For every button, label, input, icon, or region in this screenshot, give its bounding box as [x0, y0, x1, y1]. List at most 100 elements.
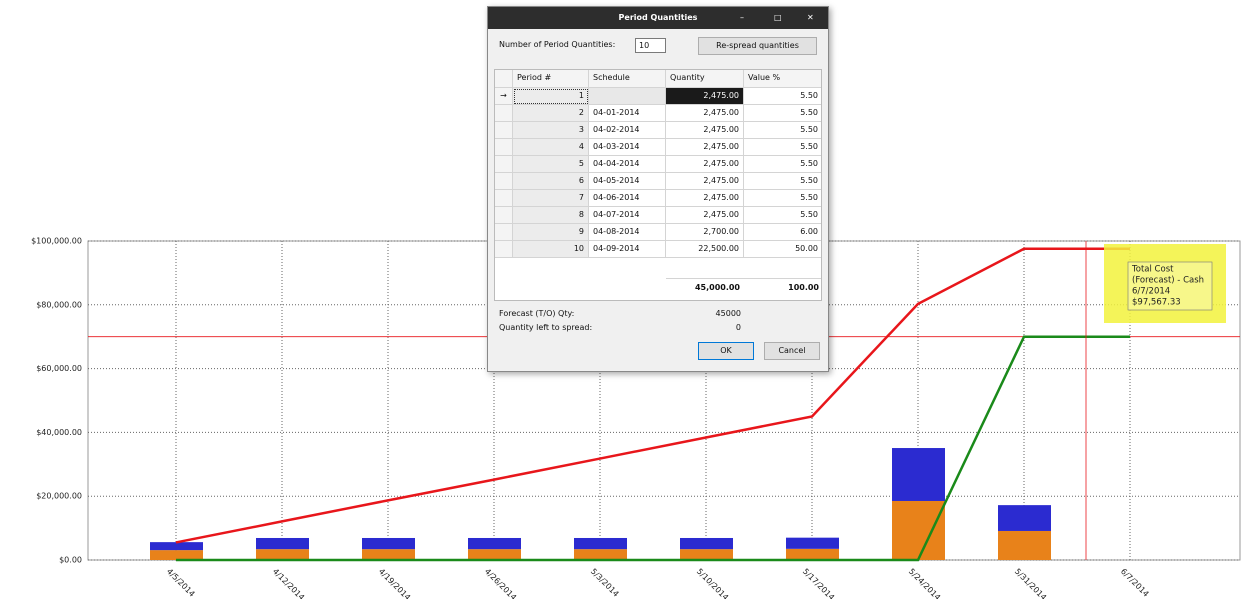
bar	[998, 530, 1051, 560]
cell: 5	[513, 156, 589, 173]
cell: 5.50	[744, 156, 821, 173]
x-tick-label: 5/31/2014	[1013, 567, 1048, 599]
cell: 7	[513, 190, 589, 207]
forecast-label: Forecast (T/O) Qty:	[499, 309, 575, 318]
row-header: →	[495, 88, 513, 105]
y-tick-label: $80,000.00	[36, 300, 82, 309]
cell: 9	[513, 224, 589, 241]
minimize[interactable]: –	[740, 7, 744, 29]
cell: 04-02-2014	[589, 122, 666, 139]
cell: 5.50	[744, 190, 821, 207]
respread-button[interactable]: Re-spread quantities	[698, 37, 817, 55]
cell: 2,475.00	[666, 139, 744, 156]
y-tick-label: $100,000.00	[31, 237, 82, 246]
column-header: Value %	[744, 70, 821, 88]
ok-button[interactable]: OK	[698, 342, 754, 360]
y-tick-label: $20,000.00	[36, 492, 82, 501]
bar	[468, 537, 521, 550]
row-header	[495, 207, 513, 224]
line	[176, 335, 1130, 562]
cell: 04-07-2014	[589, 207, 666, 224]
row-header	[495, 173, 513, 190]
tooltip-text: Total Cost	[1131, 265, 1174, 275]
cell: 2,475.00	[666, 190, 744, 207]
bar	[892, 448, 945, 501]
column-header: Period #	[513, 70, 589, 88]
bar	[680, 549, 733, 560]
cell: 3	[513, 122, 589, 139]
x-tick-label: 5/24/2014	[907, 567, 942, 599]
column-header: Schedule	[589, 70, 666, 88]
total: 100.00	[744, 278, 821, 296]
x-tick-label: 4/12/2014	[271, 567, 306, 599]
number-input[interactable]: 10	[635, 38, 666, 53]
cell: 04-01-2014	[589, 105, 666, 122]
forecast-value: 45000	[715, 309, 741, 318]
cell: 5.50	[744, 88, 821, 105]
cell: 04-06-2014	[589, 190, 666, 207]
tooltip-text: (Forecast) - Cash	[1132, 276, 1204, 286]
cell: 5.50	[744, 207, 821, 224]
y-tick-label: $40,000.00	[36, 428, 82, 437]
cell: 2,475.00	[666, 156, 744, 173]
tooltip-text: 6/7/2014	[1132, 287, 1170, 297]
x-tick-label: 4/19/2014	[377, 567, 412, 599]
bar	[892, 500, 945, 560]
y-tick-label: $60,000.00	[36, 364, 82, 373]
cell: 8	[513, 207, 589, 224]
bar	[574, 537, 627, 550]
row-header	[495, 122, 513, 139]
cell: 2,475.00	[666, 122, 744, 139]
bar	[150, 542, 203, 551]
cell: 04-08-2014	[589, 224, 666, 241]
total: 45,000.00	[666, 278, 744, 296]
grid: Period # Schedule Quantity Value % → 1 2,475.0…	[494, 69, 822, 301]
x-tick-label: 4/26/2014	[483, 567, 518, 599]
left-value: 0	[735, 323, 741, 332]
cell: 2	[513, 105, 589, 122]
tooltip	[1127, 261, 1213, 311]
cell: 4	[513, 139, 589, 156]
bar	[362, 537, 415, 550]
left-label: Quantity left to spread:	[499, 323, 593, 332]
header-corner	[495, 70, 513, 88]
bar	[680, 537, 733, 550]
bar	[256, 549, 309, 560]
cell: 5.50	[744, 122, 821, 139]
cell: 2,475.00	[666, 207, 744, 224]
cell: 5.50	[744, 173, 821, 190]
cancel-button[interactable]: Cancel	[764, 342, 820, 360]
cell: 5.50	[744, 139, 821, 156]
cell: 6	[513, 173, 589, 190]
cell: 04-03-2014	[589, 139, 666, 156]
bar	[786, 537, 839, 549]
cell: 04-09-2014	[589, 241, 666, 258]
cell: 5.50	[744, 105, 821, 122]
bar	[150, 550, 203, 560]
cell: 22,500.00	[666, 241, 744, 258]
x-tick-label: 5/17/2014	[801, 567, 836, 599]
cell	[589, 88, 666, 105]
cell: 2,475.00	[666, 88, 744, 105]
row-header	[495, 156, 513, 173]
bar	[998, 505, 1051, 531]
bar	[468, 549, 521, 560]
cell: 04-04-2014	[589, 156, 666, 173]
line	[175, 247, 1130, 544]
cell: 2,475.00	[666, 173, 744, 190]
cell: 2,700.00	[666, 224, 744, 241]
close[interactable]: ✕	[807, 7, 814, 29]
row-header	[495, 190, 513, 207]
row-header	[495, 105, 513, 122]
x-tick-label: 5/10/2014	[695, 567, 730, 599]
bar	[786, 548, 839, 560]
maximize[interactable]: □	[774, 7, 782, 29]
cell: 50.00	[744, 241, 821, 258]
bar	[256, 537, 309, 550]
cell: 04-05-2014	[589, 173, 666, 190]
cell: 2,475.00	[666, 105, 744, 122]
row-header	[495, 139, 513, 156]
tooltip-text: $97,567.33	[1132, 298, 1181, 308]
